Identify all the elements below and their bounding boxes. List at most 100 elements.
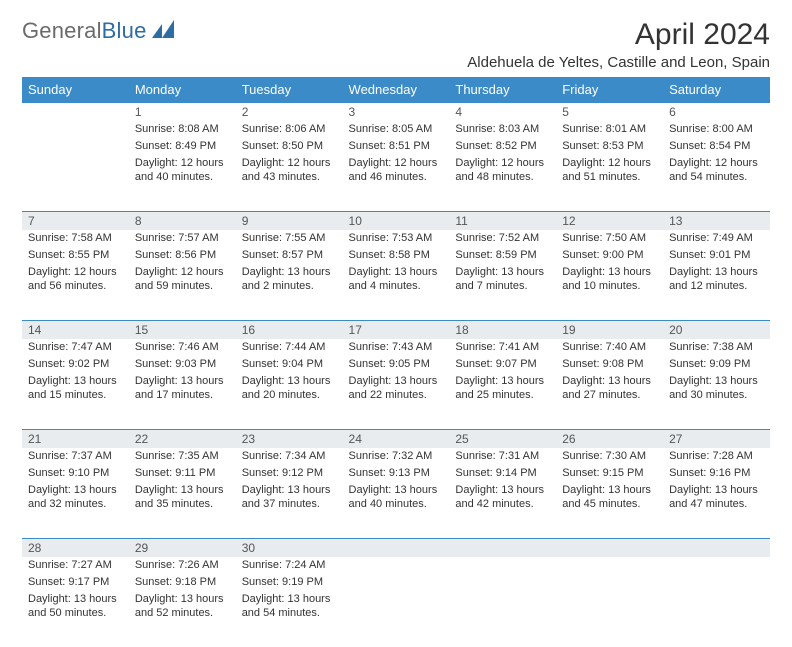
calendar-cell: 15Sunrise: 7:46 AMSunset: 9:03 PMDayligh… — [129, 321, 236, 430]
calendar-cell: 27Sunrise: 7:28 AMSunset: 9:16 PMDayligh… — [663, 430, 770, 539]
calendar-cell: 6Sunrise: 8:00 AMSunset: 8:54 PMDaylight… — [663, 103, 770, 212]
logo-mark-icon — [152, 20, 178, 43]
calendar-cell: 18Sunrise: 7:41 AMSunset: 9:07 PMDayligh… — [449, 321, 556, 430]
daylight-line: Daylight: 13 hours and 7 minutes. — [449, 264, 556, 295]
day-number: 26 — [556, 430, 663, 448]
daylight-line: Daylight: 13 hours and 54 minutes. — [236, 591, 343, 622]
sunset-line: Sunset: 8:53 PM — [556, 138, 663, 155]
daylight-line: Daylight: 13 hours and 40 minutes. — [343, 482, 450, 513]
calendar-cell: 19Sunrise: 7:40 AMSunset: 9:08 PMDayligh… — [556, 321, 663, 430]
sunset-line: Sunset: 9:03 PM — [129, 356, 236, 373]
day-info: Sunrise: 7:35 AMSunset: 9:11 PMDaylight:… — [129, 448, 236, 538]
day-info: Sunrise: 7:52 AMSunset: 8:59 PMDaylight:… — [449, 230, 556, 320]
daylight-line: Daylight: 13 hours and 27 minutes. — [556, 373, 663, 404]
calendar-cell: 28Sunrise: 7:27 AMSunset: 9:17 PMDayligh… — [22, 539, 129, 647]
sunrise-line: Sunrise: 8:01 AM — [556, 121, 663, 138]
calendar-cell: 7Sunrise: 7:58 AMSunset: 8:55 PMDaylight… — [22, 212, 129, 321]
daylight-line: Daylight: 12 hours and 56 minutes. — [22, 264, 129, 295]
day-info: Sunrise: 7:50 AMSunset: 9:00 PMDaylight:… — [556, 230, 663, 320]
month-title: April 2024 — [467, 18, 770, 52]
calendar-cell — [556, 539, 663, 647]
weekday-sunday: Sunday — [22, 77, 129, 103]
calendar-body: 1Sunrise: 8:08 AMSunset: 8:49 PMDaylight… — [22, 103, 770, 647]
day-number: 21 — [22, 430, 129, 448]
daylight-line: Daylight: 13 hours and 4 minutes. — [343, 264, 450, 295]
day-info: Sunrise: 7:27 AMSunset: 9:17 PMDaylight:… — [22, 557, 129, 647]
day-info: Sunrise: 7:49 AMSunset: 9:01 PMDaylight:… — [663, 230, 770, 320]
daylight-line: Daylight: 12 hours and 51 minutes. — [556, 155, 663, 186]
day-number: 22 — [129, 430, 236, 448]
weekday-friday: Friday — [556, 77, 663, 103]
day-info: Sunrise: 8:01 AMSunset: 8:53 PMDaylight:… — [556, 121, 663, 211]
calendar-cell: 16Sunrise: 7:44 AMSunset: 9:04 PMDayligh… — [236, 321, 343, 430]
daylight-line: Daylight: 13 hours and 45 minutes. — [556, 482, 663, 513]
calendar-table: SundayMondayTuesdayWednesdayThursdayFrid… — [22, 77, 770, 647]
day-info: Sunrise: 7:31 AMSunset: 9:14 PMDaylight:… — [449, 448, 556, 538]
sunset-line: Sunset: 9:07 PM — [449, 356, 556, 373]
weekday-tuesday: Tuesday — [236, 77, 343, 103]
day-number: 14 — [22, 321, 129, 339]
day-info: Sunrise: 7:32 AMSunset: 9:13 PMDaylight:… — [343, 448, 450, 538]
day-number: 29 — [129, 539, 236, 557]
sunset-line: Sunset: 8:56 PM — [129, 247, 236, 264]
sunset-line: Sunset: 9:15 PM — [556, 465, 663, 482]
weekday-saturday: Saturday — [663, 77, 770, 103]
sunrise-line: Sunrise: 8:00 AM — [663, 121, 770, 138]
day-info: Sunrise: 7:41 AMSunset: 9:07 PMDaylight:… — [449, 339, 556, 429]
sunrise-line: Sunrise: 7:37 AM — [22, 448, 129, 465]
calendar-cell: 13Sunrise: 7:49 AMSunset: 9:01 PMDayligh… — [663, 212, 770, 321]
daylight-line: Daylight: 13 hours and 52 minutes. — [129, 591, 236, 622]
calendar-cell: 12Sunrise: 7:50 AMSunset: 9:00 PMDayligh… — [556, 212, 663, 321]
sunset-line: Sunset: 8:52 PM — [449, 138, 556, 155]
day-number: 24 — [343, 430, 450, 448]
weekday-thursday: Thursday — [449, 77, 556, 103]
sunset-line: Sunset: 9:14 PM — [449, 465, 556, 482]
header: GeneralBlue April 2024 Aldehuela de Yelt… — [22, 18, 770, 71]
day-number: 27 — [663, 430, 770, 448]
day-info: Sunrise: 7:26 AMSunset: 9:18 PMDaylight:… — [129, 557, 236, 647]
daylight-line: Daylight: 13 hours and 22 minutes. — [343, 373, 450, 404]
day-info: Sunrise: 7:57 AMSunset: 8:56 PMDaylight:… — [129, 230, 236, 320]
sunset-line: Sunset: 9:00 PM — [556, 247, 663, 264]
logo-word2: Blue — [102, 18, 147, 43]
daylight-line: Daylight: 13 hours and 15 minutes. — [22, 373, 129, 404]
daylight-line: Daylight: 13 hours and 42 minutes. — [449, 482, 556, 513]
sunrise-line: Sunrise: 7:41 AM — [449, 339, 556, 356]
weekday-monday: Monday — [129, 77, 236, 103]
day-number: 8 — [129, 212, 236, 230]
calendar-cell: 26Sunrise: 7:30 AMSunset: 9:15 PMDayligh… — [556, 430, 663, 539]
sunset-line: Sunset: 8:49 PM — [129, 138, 236, 155]
sunset-line: Sunset: 8:54 PM — [663, 138, 770, 155]
day-number: 19 — [556, 321, 663, 339]
sunrise-line: Sunrise: 7:57 AM — [129, 230, 236, 247]
sunset-line: Sunset: 9:04 PM — [236, 356, 343, 373]
daylight-line: Daylight: 13 hours and 37 minutes. — [236, 482, 343, 513]
calendar-cell: 25Sunrise: 7:31 AMSunset: 9:14 PMDayligh… — [449, 430, 556, 539]
sunset-line: Sunset: 9:19 PM — [236, 574, 343, 591]
day-info: Sunrise: 7:53 AMSunset: 8:58 PMDaylight:… — [343, 230, 450, 320]
day-number-empty — [556, 539, 663, 557]
daylight-line: Daylight: 13 hours and 25 minutes. — [449, 373, 556, 404]
day-number: 20 — [663, 321, 770, 339]
sunrise-line: Sunrise: 7:28 AM — [663, 448, 770, 465]
sunrise-line: Sunrise: 7:38 AM — [663, 339, 770, 356]
sunrise-line: Sunrise: 7:31 AM — [449, 448, 556, 465]
daylight-line: Daylight: 13 hours and 2 minutes. — [236, 264, 343, 295]
day-info: Sunrise: 7:38 AMSunset: 9:09 PMDaylight:… — [663, 339, 770, 429]
sunrise-line: Sunrise: 8:08 AM — [129, 121, 236, 138]
daylight-line: Daylight: 13 hours and 32 minutes. — [22, 482, 129, 513]
calendar-row: 14Sunrise: 7:47 AMSunset: 9:02 PMDayligh… — [22, 321, 770, 430]
sunrise-line: Sunrise: 7:34 AM — [236, 448, 343, 465]
calendar-cell: 3Sunrise: 8:05 AMSunset: 8:51 PMDaylight… — [343, 103, 450, 212]
daylight-line: Daylight: 12 hours and 43 minutes. — [236, 155, 343, 186]
sunrise-line: Sunrise: 8:06 AM — [236, 121, 343, 138]
sunset-line: Sunset: 9:10 PM — [22, 465, 129, 482]
daylight-line: Daylight: 13 hours and 30 minutes. — [663, 373, 770, 404]
calendar-cell: 20Sunrise: 7:38 AMSunset: 9:09 PMDayligh… — [663, 321, 770, 430]
daylight-line: Daylight: 13 hours and 17 minutes. — [129, 373, 236, 404]
calendar-cell: 8Sunrise: 7:57 AMSunset: 8:56 PMDaylight… — [129, 212, 236, 321]
sunset-line: Sunset: 8:55 PM — [22, 247, 129, 264]
day-info: Sunrise: 7:24 AMSunset: 9:19 PMDaylight:… — [236, 557, 343, 647]
calendar-cell — [663, 539, 770, 647]
daylight-line: Daylight: 13 hours and 20 minutes. — [236, 373, 343, 404]
